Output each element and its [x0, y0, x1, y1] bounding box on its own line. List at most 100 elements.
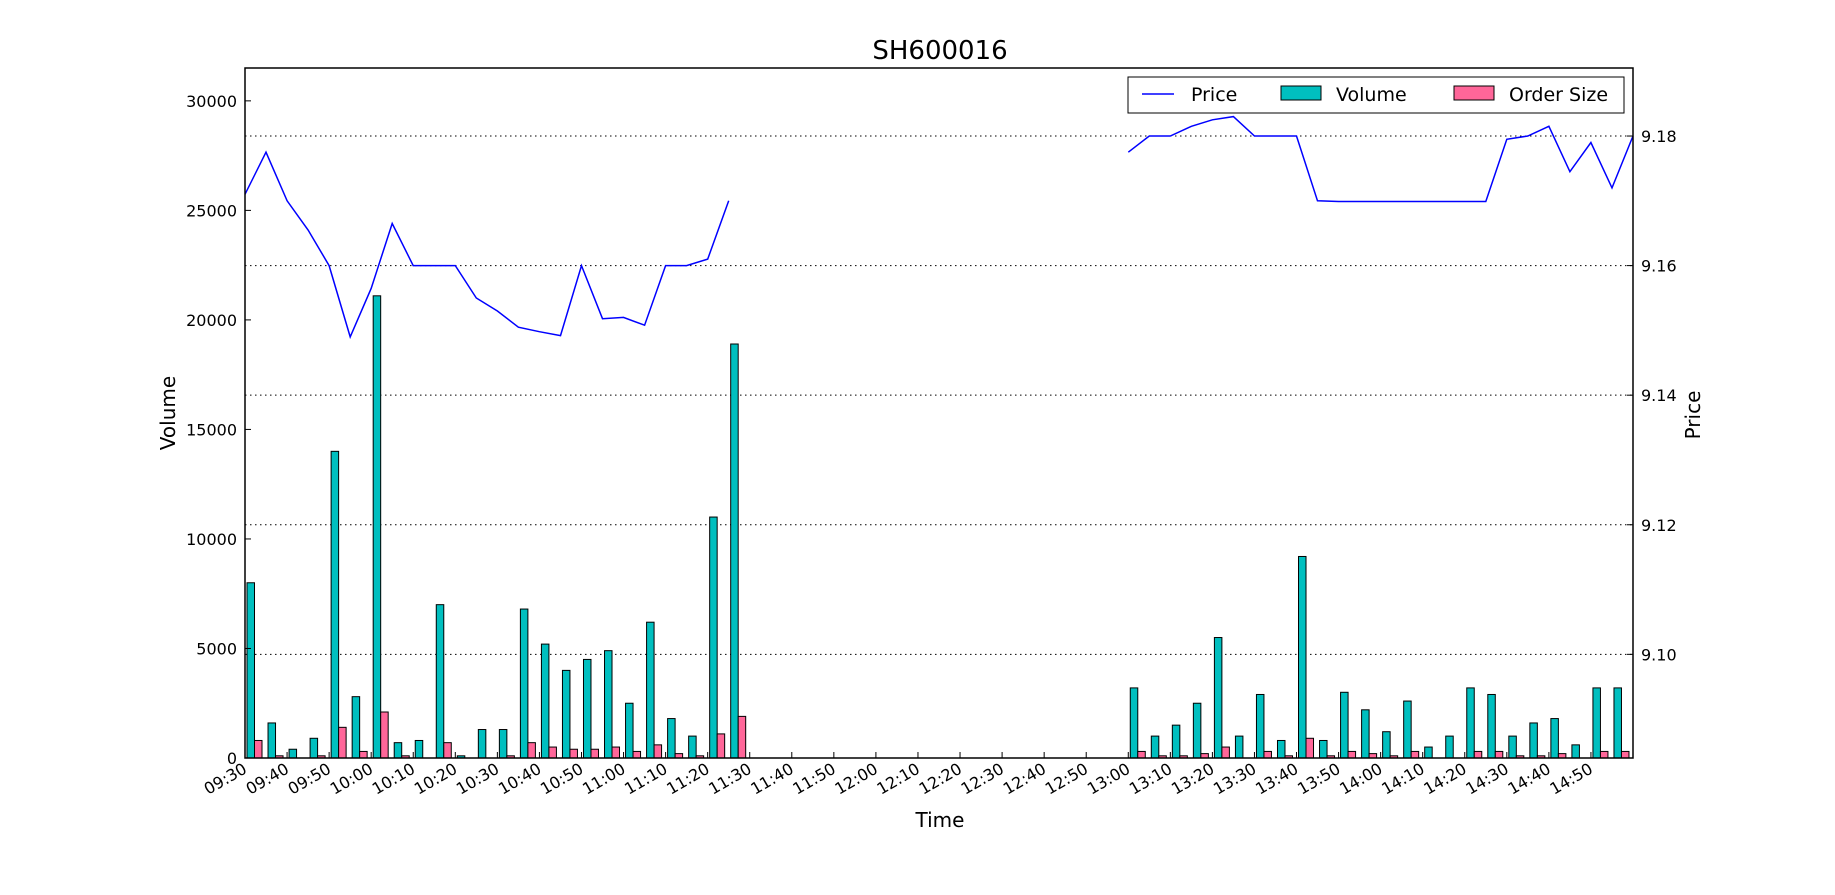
legend-box	[1127, 76, 1625, 114]
order-size-bar	[1347, 750, 1357, 759]
volume-bar	[1213, 637, 1223, 759]
x-tick-label: 14:20	[1420, 759, 1469, 799]
volume-bar	[625, 702, 634, 759]
x-tick-label: 13:20	[1168, 759, 1217, 799]
volume-bar	[688, 735, 697, 759]
x-tick-label: 10:20	[411, 759, 460, 799]
legend-label-volume: Volume	[1336, 84, 1407, 106]
volume-bar	[1234, 735, 1244, 759]
volume-bar	[1403, 700, 1412, 759]
legend-order-size-swatch	[1453, 85, 1495, 101]
legend-label-price: Price	[1191, 84, 1237, 106]
order-size-bar	[737, 715, 747, 759]
volume-bar	[1276, 739, 1286, 759]
order-size-bar	[611, 746, 621, 759]
x-tick-label: 14:00	[1336, 759, 1385, 799]
x-tick-label: 11:20	[663, 759, 712, 799]
volume-bar	[540, 643, 550, 759]
x-tick-label: 13:10	[1126, 759, 1175, 799]
volume-bar	[582, 658, 592, 759]
order-size-bar	[716, 733, 726, 759]
x-tick-label: 12:50	[1042, 759, 1091, 799]
x-tick-label: 12:20	[916, 759, 965, 799]
legend-label-order-size: Order Size	[1509, 84, 1608, 106]
price-series-line	[1127, 115, 1634, 203]
y-tick-label: 20000	[186, 311, 237, 330]
chart-title: SH600016	[872, 36, 1007, 66]
order-size-bar	[590, 748, 599, 759]
x-tick-label: 09:40	[243, 759, 292, 799]
order-size-bar	[338, 726, 347, 759]
x-axis: 09:3009:4009:5010:0010:1010:2010:3010:40…	[201, 752, 1596, 799]
y-axis-right: 9.10 9.12 9.14 9.16 9.18	[1627, 127, 1677, 664]
y-axis-left: 0 5000 10000 15000 20000 25000 30000	[186, 92, 251, 768]
volume-bar	[1382, 731, 1391, 759]
order-size-bar	[359, 750, 368, 759]
legend-volume-swatch	[1280, 85, 1322, 101]
volume-bar	[667, 718, 676, 759]
volume-bar	[730, 343, 739, 759]
x-tick-label: 09:30	[201, 759, 250, 799]
x-tick-label: 13:30	[1210, 759, 1259, 799]
order-size-bar	[1620, 750, 1630, 759]
x-tick-label: 11:00	[579, 759, 628, 799]
x-tick-label: 12:40	[1000, 759, 1049, 799]
order-size-bar	[1263, 750, 1272, 759]
y-tick-label: 5000	[196, 639, 237, 658]
x-tick-label: 10:40	[495, 759, 544, 799]
volume-bar	[1424, 746, 1433, 759]
grid	[245, 135, 1633, 655]
volume-bar	[646, 621, 655, 759]
x-tick-label: 10:50	[537, 759, 586, 799]
volume-bar	[267, 722, 277, 759]
x-tick-label: 11:50	[789, 759, 838, 799]
order-size-bar	[254, 739, 263, 759]
x-axis-label: Time	[915, 808, 965, 832]
x-tick-label: 10:10	[369, 759, 418, 799]
volume-bar	[1171, 724, 1181, 759]
x-tick-label: 14:50	[1547, 759, 1596, 799]
volume-bar	[1319, 739, 1328, 759]
legend: Price Volume Order Size	[1127, 76, 1625, 114]
order-size-bar	[1599, 750, 1609, 759]
x-tick-label: 14:30	[1462, 759, 1511, 799]
x-tick-label: 11:10	[621, 759, 670, 799]
volume-bar	[1487, 693, 1496, 759]
x-tick-label: 09:50	[285, 759, 334, 799]
volume-bar	[1361, 709, 1370, 759]
volume-bar	[1571, 744, 1580, 759]
x-tick-label: 12:10	[874, 759, 923, 799]
order-size-bar	[443, 742, 452, 759]
order-size-bar	[380, 711, 389, 759]
volume-bar	[351, 696, 361, 759]
order-size-bar	[1410, 750, 1420, 759]
volume-bar	[246, 582, 255, 759]
volume-bar	[1508, 735, 1517, 759]
x-tick-label: 14:10	[1378, 759, 1427, 799]
x-tick-label: 14:40	[1504, 759, 1553, 799]
y-tick-label: 15000	[186, 420, 237, 439]
price-line	[244, 115, 1634, 340]
volume-bar	[1340, 691, 1349, 759]
volume-bar	[1613, 687, 1622, 759]
x-tick-label: 13:00	[1084, 759, 1133, 799]
volume-bar	[1129, 687, 1139, 759]
y-axis-label: Volume	[156, 376, 180, 450]
volume-bar	[309, 737, 319, 759]
volume-bar	[288, 748, 298, 759]
y2-tick-label: 9.10	[1641, 645, 1677, 664]
volume-bar	[709, 516, 718, 759]
x-tick-label: 10:00	[327, 759, 376, 799]
volume-bar	[561, 669, 571, 759]
order-size-bar	[1221, 746, 1230, 759]
volume-bar	[477, 729, 487, 759]
x-tick-label: 12:00	[831, 759, 880, 799]
volume-bar	[1255, 693, 1265, 759]
volume-bar	[1192, 702, 1202, 759]
x-tick-label: 11:40	[747, 759, 796, 799]
volume-bar	[498, 729, 508, 759]
plot-frame	[244, 67, 1634, 759]
y-tick-label: 10000	[186, 530, 237, 549]
y-tick-label: 30000	[186, 92, 237, 111]
